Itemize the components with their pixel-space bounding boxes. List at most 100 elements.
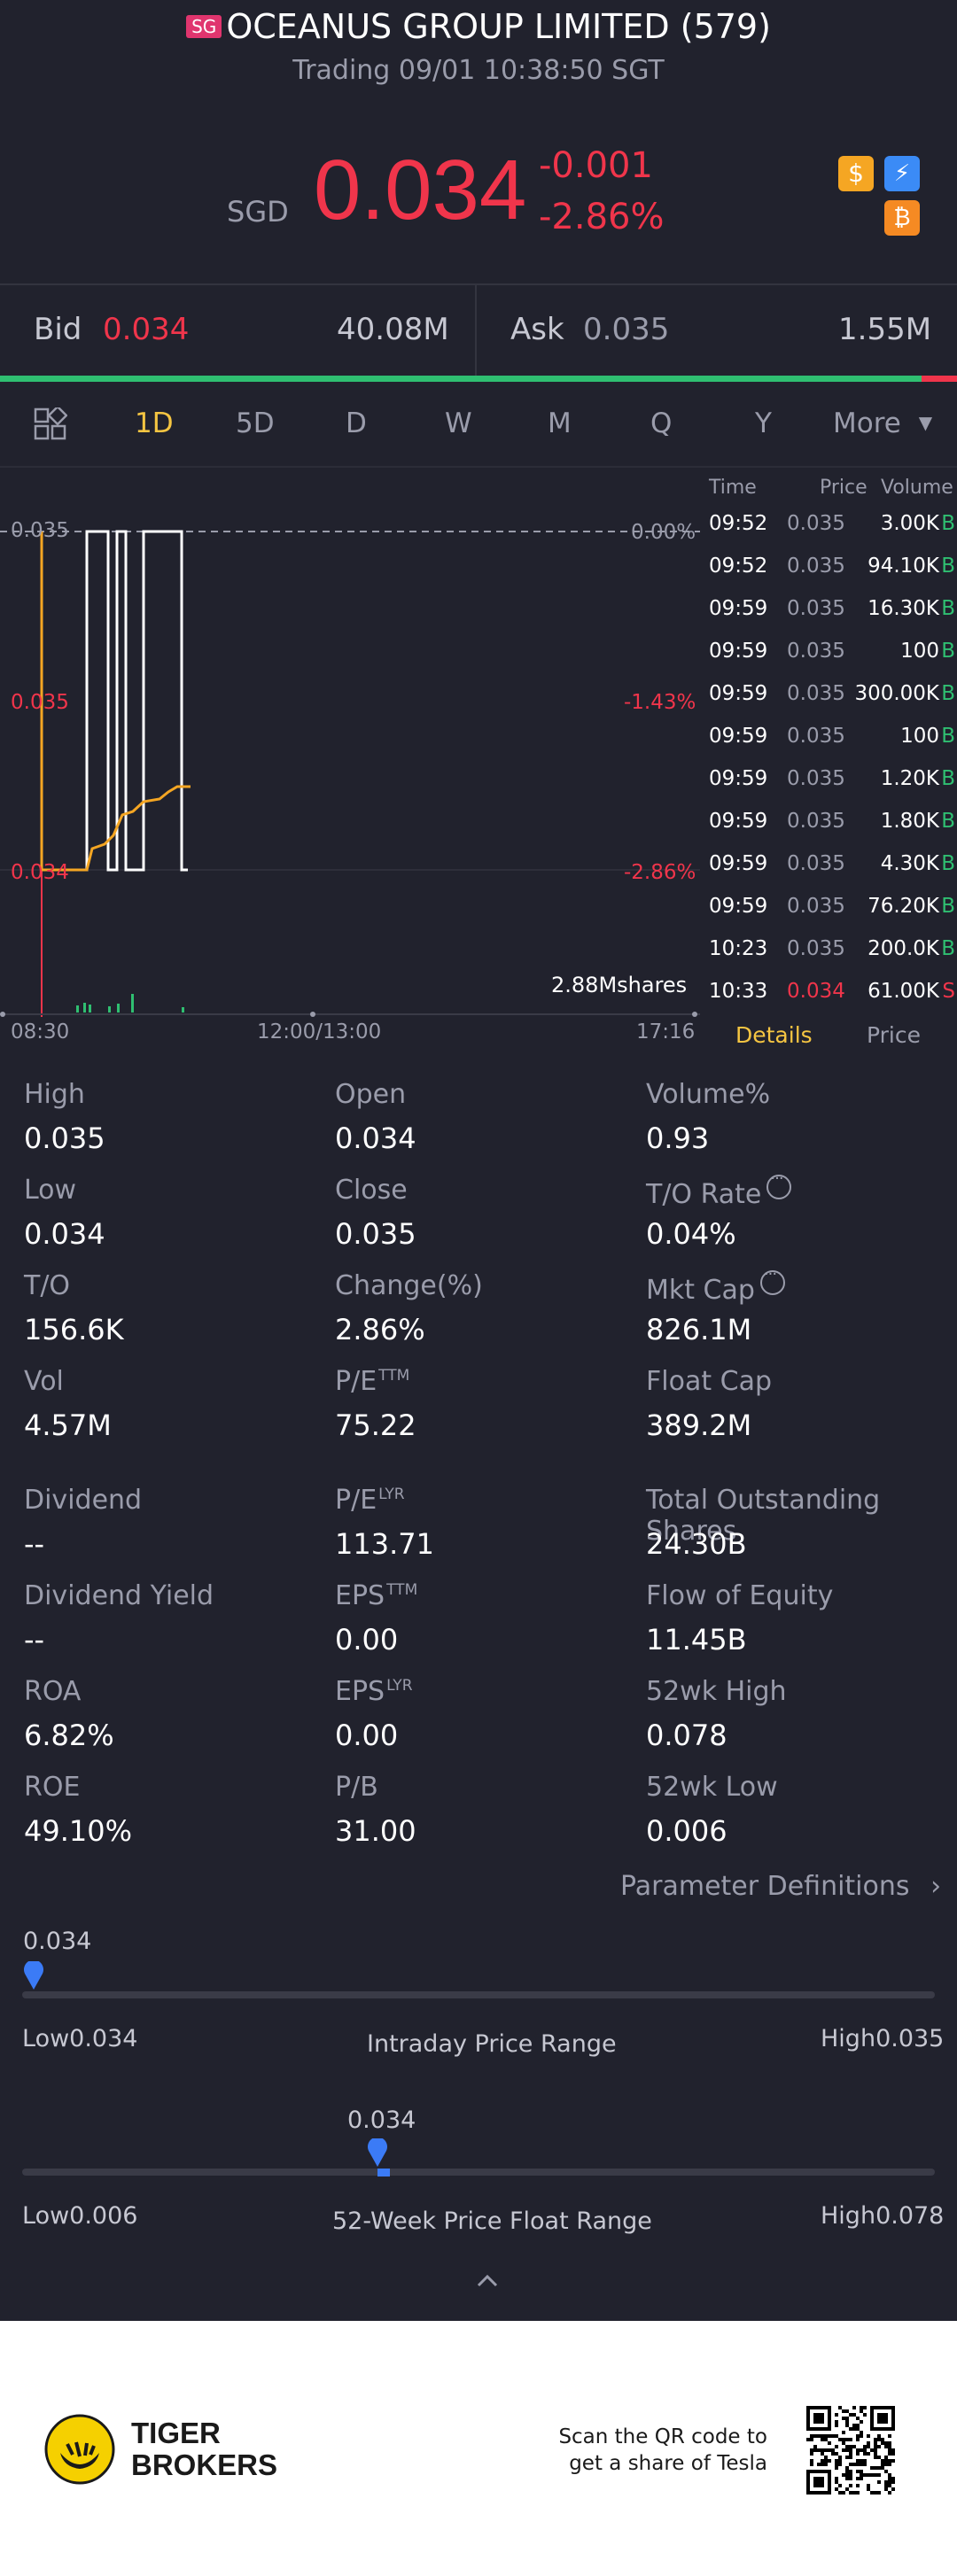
week52-high-label: High (821, 2202, 876, 2230)
tab-5d[interactable]: 5D (236, 407, 275, 439)
stat-label-text: 52wk High (646, 1676, 787, 1707)
trade-time: 09:59 (709, 767, 768, 790)
tab-more[interactable]: More ▼ (833, 407, 932, 439)
week52-marker (368, 2138, 387, 2167)
stat-label: ROA (24, 1676, 81, 1707)
week52-low-value: 0.006 (69, 2202, 138, 2230)
stat-label: T/O Rate (646, 1169, 792, 1210)
bitcoin-icon[interactable]: ₿ (884, 200, 920, 236)
stat-value: 0.078 (646, 1719, 727, 1752)
header: SG OCEANUS GROUP LIMITED (579) (0, 7, 957, 46)
trade-row: 09:59 0.035 100 B (709, 725, 957, 767)
tab-y[interactable]: Y (755, 407, 772, 439)
stat-value: 0.034 (24, 1217, 105, 1251)
stat-label: T/O (24, 1270, 70, 1301)
trade-volume: 61.00K (868, 980, 939, 1003)
tab-price[interactable]: Price (867, 1022, 921, 1048)
stat-label-text: Flow of Equity (646, 1580, 834, 1611)
stat-label-text: Vol (24, 1366, 64, 1397)
stat-label-text: Volume% (646, 1079, 771, 1110)
stat-value: 826.1M (646, 1313, 752, 1346)
chart-layout-icon[interactable] (34, 405, 68, 441)
lightning-icon[interactable]: ⚡ (884, 156, 920, 191)
week52-range-track (22, 2169, 935, 2176)
intraday-high: High0.035 (821, 2025, 944, 2052)
tab-details[interactable]: Details (735, 1022, 813, 1048)
bid-ask-bar: Bid 0.034 40.08M Ask 0.035 1.55M (0, 283, 957, 379)
stat-label: 52wk Low (646, 1772, 778, 1803)
trades-time-header: Time (709, 477, 757, 499)
volume-bar (83, 1003, 86, 1013)
stat-value: 0.034 (335, 1121, 416, 1155)
ask-price: 0.035 (583, 312, 670, 347)
collapse-chevron-icon[interactable] (470, 2268, 505, 2294)
stat-label: Low (24, 1175, 76, 1206)
parameter-definitions-link[interactable]: Parameter Definitions › (620, 1871, 941, 1902)
trade-price: 0.035 (787, 555, 845, 578)
trade-price: 0.035 (787, 725, 845, 748)
stat-label: Float Cap (646, 1366, 772, 1397)
stat-label: Volume% (646, 1079, 770, 1110)
stat-label-sup: TTM (378, 1367, 410, 1385)
stat-value: -- (24, 1623, 45, 1657)
trade-side: B (941, 640, 955, 663)
volume-bar (89, 1005, 91, 1013)
week52-fill (377, 2169, 390, 2176)
trade-time: 09:52 (709, 512, 768, 535)
trade-volume: 3.00K (880, 512, 939, 535)
stat-value: 24.30B (646, 1527, 747, 1561)
tab-w[interactable]: W (445, 407, 472, 439)
stat-value: 75.22 (335, 1408, 416, 1442)
trade-row: 09:52 0.035 3.00K B (709, 512, 957, 555)
trade-side: B (941, 725, 955, 748)
trade-price: 0.035 (787, 682, 845, 705)
bid-price: 0.034 (103, 312, 190, 347)
trade-side: B (941, 597, 955, 620)
stat-label: Change(%) (335, 1270, 483, 1301)
stat-value: 0.035 (335, 1217, 416, 1251)
trade-price: 0.035 (787, 640, 845, 663)
tabs-divider (0, 466, 957, 468)
trade-row: 09:52 0.035 94.10K B (709, 555, 957, 597)
week52-low: Low0.006 (22, 2202, 137, 2230)
trade-price: 0.035 (787, 767, 845, 790)
pct-mid-label: -1.43% (624, 691, 696, 714)
chevron-down-icon: ▼ (918, 412, 933, 433)
volume-bar (182, 1007, 184, 1013)
stat-label-text: P/B (335, 1772, 378, 1803)
stat-label-text: Low (24, 1175, 77, 1206)
trade-side: B (941, 682, 955, 705)
trade-row: 09:59 0.035 1.20K B (709, 767, 957, 810)
tab-d[interactable]: D (346, 407, 367, 439)
dollar-icon[interactable]: $ (838, 156, 874, 191)
tab-q[interactable]: Q (650, 407, 673, 439)
stat-label-text: EPS (335, 1580, 385, 1611)
trade-side: B (941, 512, 955, 535)
trade-volume: 100 (900, 640, 939, 663)
tab-1d[interactable]: 1D (135, 407, 174, 439)
info-icon[interactable] (759, 1265, 785, 1295)
stat-label: EPS TTM (335, 1580, 417, 1611)
trade-volume: 1.80K (880, 810, 939, 833)
stat-label-text: T/O (24, 1270, 71, 1301)
trade-time: 09:52 (709, 555, 768, 578)
trade-volume: 300.00K (854, 682, 939, 705)
ref-price-label: 0.035 (11, 519, 69, 542)
time-start-label: 08:30 (11, 1020, 70, 1044)
stat-label: Vol (24, 1366, 64, 1397)
time-end-label: 17:16 (636, 1020, 696, 1044)
stat-value: 0.00 (335, 1719, 399, 1752)
stat-label: Close (335, 1175, 408, 1206)
trade-volume: 16.30K (868, 597, 939, 620)
trade-price: 0.035 (787, 810, 845, 833)
stat-label-text: High (24, 1079, 85, 1110)
info-icon[interactable] (766, 1169, 792, 1199)
trade-row: 09:59 0.035 100 B (709, 640, 957, 682)
time-mid-label: 12:00/13:00 (257, 1020, 382, 1044)
trade-time: 09:59 (709, 852, 768, 875)
volume-total-label: 2.88Mshares (551, 973, 688, 997)
trades-price-header: Price (820, 477, 868, 499)
brand-name-line1: TIGER (131, 2417, 221, 2449)
tab-m[interactable]: M (548, 407, 572, 439)
intraday-chart[interactable] (0, 468, 700, 1026)
